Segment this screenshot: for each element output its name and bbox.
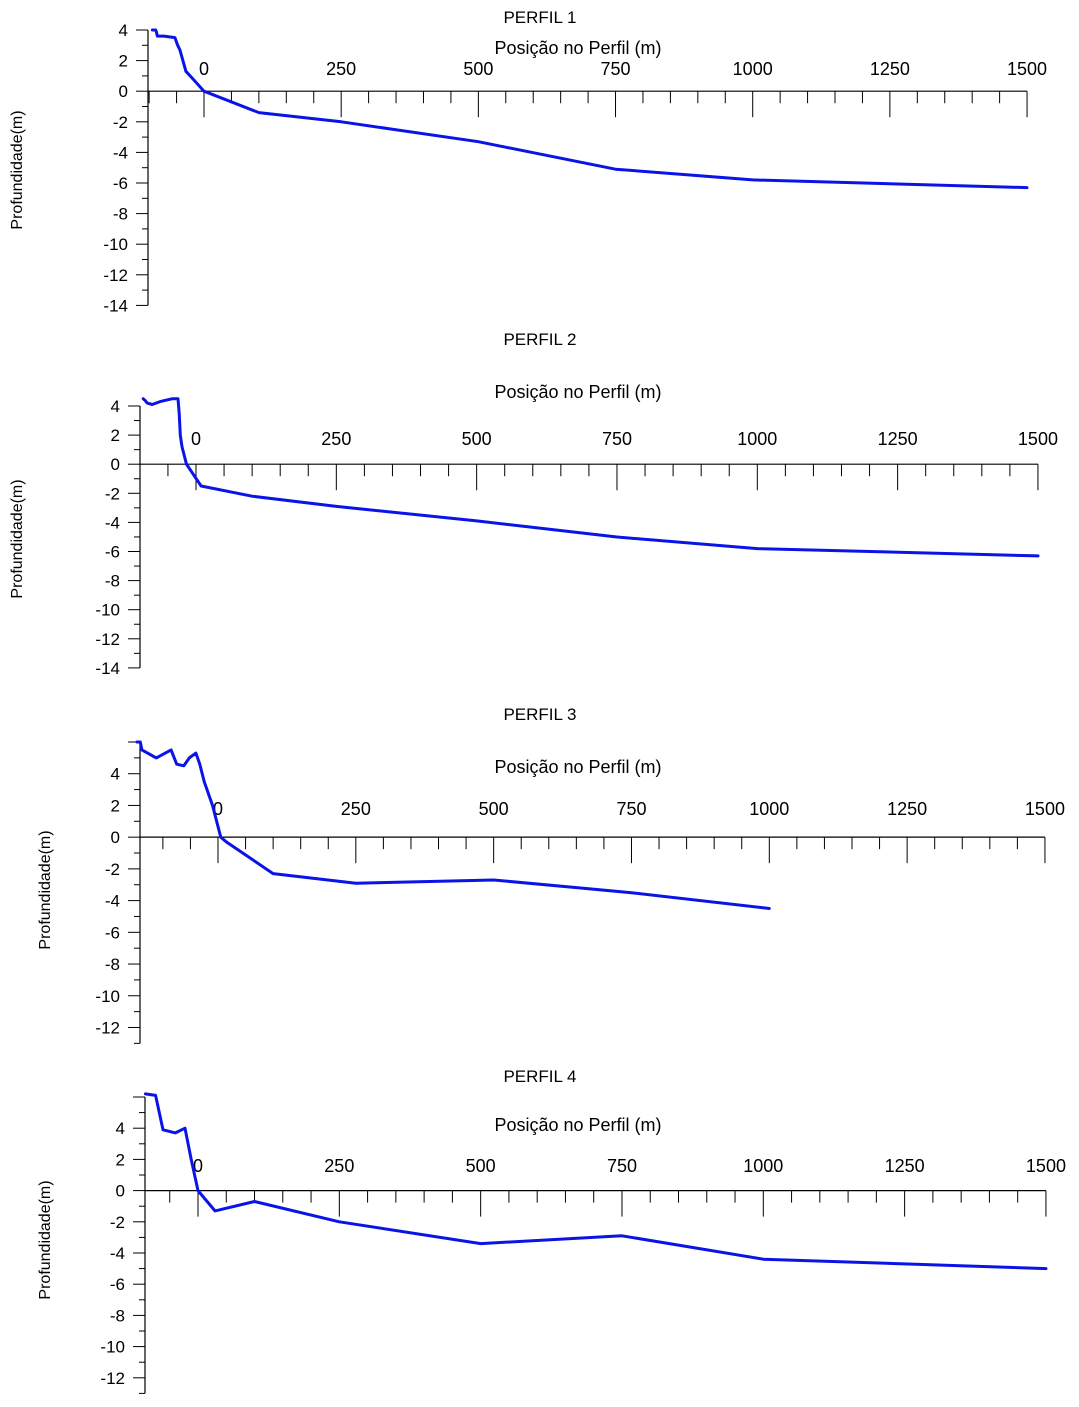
x-tick-label: 250 <box>324 1156 354 1176</box>
y-axis-label: Profundidade(m) <box>37 1180 54 1299</box>
x-tick-label: 1250 <box>878 429 918 449</box>
y-tick-label: 4 <box>116 1119 125 1138</box>
y-tick-label: 2 <box>111 796 120 815</box>
x-tick-label: 0 <box>213 799 223 819</box>
x-tick-label: 750 <box>616 799 646 819</box>
profile-line-3 <box>135 740 771 910</box>
x-tick-label: 1000 <box>743 1156 783 1176</box>
x-tick-label: 250 <box>321 429 351 449</box>
x-tick-label: 500 <box>479 799 509 819</box>
y-tick-label: 4 <box>111 765 120 784</box>
chart-panel-1: PERFIL 1 Posição no Perfil (m) Profundidad… <box>9 8 1047 315</box>
chart-panel-3: PERFIL 3 Posição no Perfil (m) Profundidad… <box>37 705 1065 1044</box>
x-tick-label: 1500 <box>1018 429 1058 449</box>
profile-line-2 <box>141 397 1040 558</box>
y-tick-label: -14 <box>103 296 128 315</box>
y-tick-label: -2 <box>110 1213 125 1232</box>
y-tick-label: 4 <box>111 397 120 416</box>
y-tick-label: -8 <box>105 955 120 974</box>
x-axis-label: Posição no Perfil (m) <box>494 757 661 777</box>
y-tick-label: 0 <box>111 455 120 474</box>
y-tick-label: -2 <box>113 113 128 132</box>
x-tick-label: 750 <box>601 59 631 79</box>
x-tick-label: 1500 <box>1007 59 1047 79</box>
profile-line-4 <box>143 1092 1048 1271</box>
x-tick-label: 1000 <box>733 59 773 79</box>
y-tick-label: -10 <box>95 987 120 1006</box>
x-tick-label: 0 <box>191 429 201 449</box>
x-tick-label: 750 <box>602 429 632 449</box>
y-tick-label: -12 <box>95 630 120 649</box>
y-tick-label: -6 <box>105 923 120 942</box>
y-tick-label: -10 <box>95 601 120 620</box>
y-tick-label: -8 <box>110 1306 125 1325</box>
profile-line-1 <box>150 28 1029 190</box>
y-tick-label: -4 <box>105 513 120 532</box>
x-tick-label: 0 <box>193 1156 203 1176</box>
y-tick-label: -8 <box>105 572 120 591</box>
x-tick-label: 1500 <box>1025 799 1065 819</box>
x-tick-label: 1500 <box>1026 1156 1066 1176</box>
chart-title: PERFIL 1 <box>503 8 576 27</box>
x-tick-label: 1000 <box>749 799 789 819</box>
x-tick-label: 500 <box>463 59 493 79</box>
x-tick-label: 750 <box>607 1156 637 1176</box>
y-tick-label: -10 <box>103 235 128 254</box>
x-tick-label: 500 <box>462 429 492 449</box>
x-tick-label: 250 <box>326 59 356 79</box>
y-tick-label: -4 <box>113 143 128 162</box>
y-tick-label: -4 <box>105 892 120 911</box>
y-tick-label: 0 <box>116 1182 125 1201</box>
y-tick-label: -14 <box>95 659 120 678</box>
y-tick-label: -2 <box>105 484 120 503</box>
x-axis-label: Posição no Perfil (m) <box>494 38 661 58</box>
x-tick-label: 500 <box>466 1156 496 1176</box>
y-tick-label: 4 <box>119 21 128 40</box>
x-tick-label: 0 <box>199 59 209 79</box>
y-axis-label: Profundidade(m) <box>37 830 54 949</box>
chart-title: PERFIL 3 <box>503 705 576 724</box>
x-tick-label: 1250 <box>887 799 927 819</box>
y-tick-label: -12 <box>95 1018 120 1037</box>
chart-title: PERFIL 2 <box>503 330 576 349</box>
x-axis-label: Posição no Perfil (m) <box>494 1115 661 1135</box>
y-tick-label: -2 <box>105 860 120 879</box>
chart-panel-4: PERFIL 4 Posição no Perfil (m) Profundidad… <box>37 1067 1066 1394</box>
x-tick-label: 1250 <box>885 1156 925 1176</box>
y-axis-label: Profundidade(m) <box>9 479 26 598</box>
x-tick-label: 250 <box>341 799 371 819</box>
y-tick-label: 2 <box>116 1150 125 1169</box>
y-tick-label: -6 <box>105 543 120 562</box>
y-tick-label: -6 <box>110 1275 125 1294</box>
y-tick-label: -8 <box>113 205 128 224</box>
y-tick-label: -4 <box>110 1244 125 1263</box>
y-tick-label: 2 <box>119 52 128 71</box>
chart-panel-2: PERFIL 2 Posição no Perfil (m) Profundidad… <box>9 330 1058 678</box>
y-axis-label: Profundidade(m) <box>9 110 26 229</box>
y-tick-label: 0 <box>111 828 120 847</box>
y-tick-label: -12 <box>100 1369 125 1388</box>
x-tick-label: 1000 <box>737 429 777 449</box>
y-tick-label: -10 <box>100 1338 125 1357</box>
y-tick-label: -6 <box>113 174 128 193</box>
x-axis-label: Posição no Perfil (m) <box>494 382 661 402</box>
y-tick-label: 0 <box>119 82 128 101</box>
y-tick-label: 2 <box>111 426 120 445</box>
y-tick-label: -12 <box>103 266 128 285</box>
chart-title: PERFIL 4 <box>503 1067 576 1086</box>
x-tick-label: 1250 <box>870 59 910 79</box>
